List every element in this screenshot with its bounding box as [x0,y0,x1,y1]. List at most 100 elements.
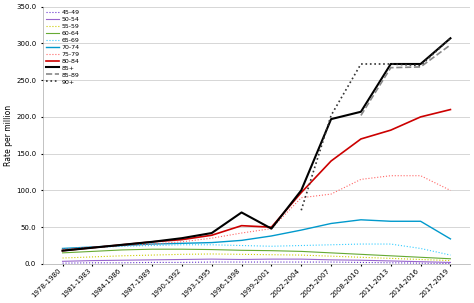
65-69 [179,243,185,247]
45-49 [269,260,274,264]
55-59 [60,256,65,260]
70-74 [90,245,95,249]
45-49 [418,261,423,265]
60-64 [269,249,274,252]
70-74 [119,244,125,247]
80-84 [149,240,155,244]
55-59 [299,253,304,257]
50-54 [299,257,304,261]
45-49 [299,260,304,264]
50-54 [269,257,274,261]
85+ [447,36,453,40]
55-59 [269,253,274,257]
70-74 [328,222,334,225]
45-49 [90,261,95,265]
80-84 [239,224,245,228]
60-64 [179,247,185,251]
65-69 [269,245,274,248]
70-74 [239,238,245,242]
50-54 [447,261,453,264]
80-84 [269,225,274,229]
50-54 [209,257,215,261]
Line: 75-79: 75-79 [63,176,450,249]
45-49 [149,261,155,264]
55-59 [388,257,393,260]
85+ [209,231,215,235]
Line: 85+: 85+ [63,38,450,251]
55-59 [418,258,423,261]
55-59 [358,255,364,259]
Line: 55-59: 55-59 [63,254,450,261]
80-84 [358,137,364,141]
55-59 [239,252,245,256]
85+ [418,62,423,66]
60-64 [60,251,65,255]
65-69 [447,253,453,257]
85+ [328,117,334,121]
65-69 [209,243,215,247]
85+ [119,243,125,247]
85+ [299,188,304,192]
70-74 [179,241,185,245]
70-74 [447,237,453,241]
60-64 [328,251,334,255]
60-64 [299,250,304,253]
50-54 [119,258,125,262]
65-69 [388,242,393,246]
90+ [388,62,393,66]
80-84 [119,243,125,247]
85-89 [418,65,423,69]
Line: 45-49: 45-49 [63,262,450,264]
80-84 [299,191,304,195]
90+ [447,36,453,40]
80-84 [179,238,185,241]
Line: 60-64: 60-64 [63,249,450,259]
50-54 [60,259,65,263]
90+ [299,208,304,212]
65-69 [418,247,423,250]
70-74 [299,228,304,232]
75-79 [269,227,274,231]
55-59 [179,252,185,256]
70-74 [209,241,215,245]
85+ [149,240,155,244]
60-64 [209,248,215,251]
70-74 [418,219,423,223]
70-74 [60,247,65,250]
80-84 [328,159,334,163]
50-54 [179,258,185,261]
60-64 [149,247,155,251]
60-64 [447,257,453,261]
75-79 [60,247,65,251]
90+ [328,114,334,117]
Line: 50-54: 50-54 [63,259,450,262]
60-64 [90,250,95,253]
45-49 [328,260,334,264]
70-74 [388,219,393,223]
50-54 [239,258,245,261]
Line: 70-74: 70-74 [63,220,450,248]
85+ [388,62,393,66]
50-54 [418,260,423,264]
85-89 [447,43,453,47]
60-64 [358,252,364,256]
Line: 65-69: 65-69 [63,244,450,255]
80-84 [90,246,95,250]
75-79 [179,240,185,244]
50-54 [90,259,95,262]
75-79 [239,231,245,235]
65-69 [119,245,125,248]
75-79 [90,245,95,249]
45-49 [447,262,453,265]
85+ [269,227,274,231]
65-69 [90,246,95,250]
75-79 [447,188,453,192]
45-49 [179,261,185,264]
50-54 [328,258,334,262]
90+ [358,62,364,66]
80-84 [60,249,65,252]
80-84 [447,108,453,112]
50-54 [388,259,393,263]
Line: 80-84: 80-84 [63,110,450,251]
85+ [239,211,245,214]
